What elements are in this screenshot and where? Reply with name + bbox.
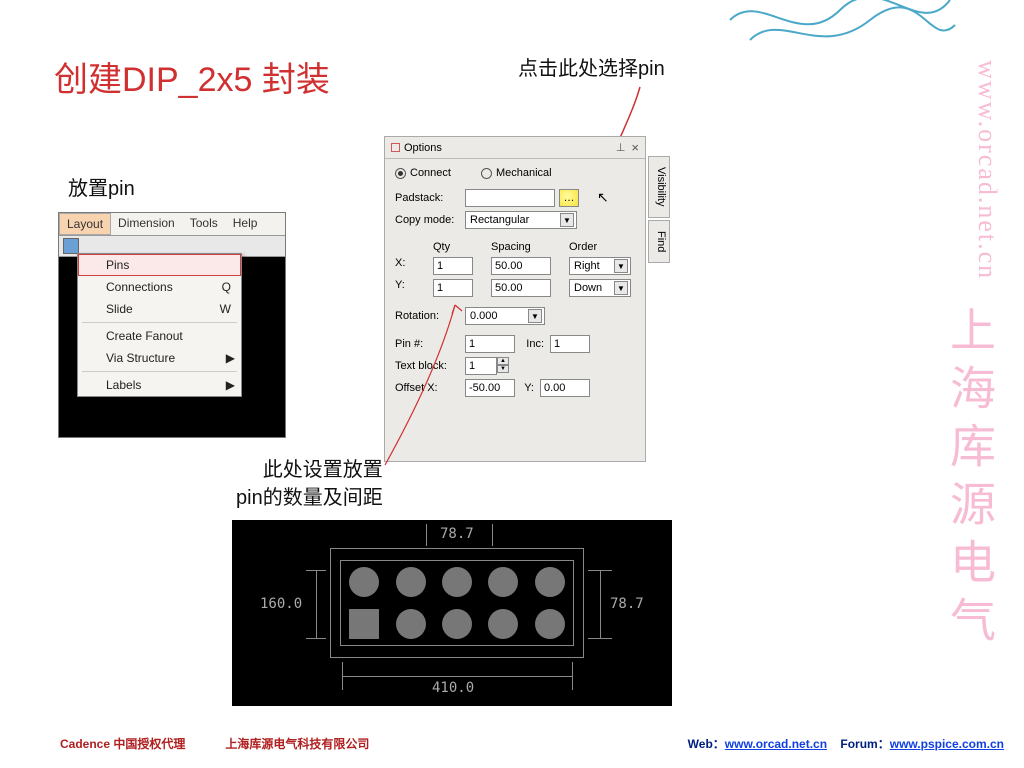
menu-help[interactable]: Help	[226, 213, 266, 235]
menu-dimension[interactable]: Dimension	[111, 213, 183, 235]
menu-item-create-fanout[interactable]: Create Fanout	[78, 325, 241, 347]
x-spacing-input[interactable]	[491, 257, 551, 275]
footer-company: 上海库源电气科技有限公司	[225, 735, 369, 752]
tab-find[interactable]: Find	[648, 220, 670, 263]
menu-item-labels[interactable]: Labels▶	[78, 374, 241, 396]
y-order-dropdown[interactable]: Down▼	[569, 279, 631, 297]
menu-tools[interactable]: Tools	[183, 213, 226, 235]
x-label: X:	[395, 257, 425, 275]
menu-item-pins[interactable]: Pins	[78, 254, 241, 276]
radio-mechanical[interactable]: Mechanical	[481, 167, 552, 179]
dim-right: 78.7	[610, 596, 644, 612]
layout-menu-screenshot: Layout Dimension Tools Help Pins Connect…	[58, 212, 286, 438]
menu-item-connections[interactable]: ConnectionsQ	[78, 276, 241, 298]
qty-header: Qty	[433, 241, 483, 253]
menu-separator	[82, 371, 237, 372]
footer-web-label: Web：	[688, 737, 725, 751]
copymode-label: Copy mode:	[395, 214, 465, 226]
dim-top: 78.7	[440, 526, 474, 542]
watermark-company: 上海库源电气	[936, 306, 1002, 654]
inc-label: Inc:	[515, 338, 550, 350]
pad	[535, 567, 565, 597]
pin-icon[interactable]: ⊥	[616, 141, 626, 154]
pad	[442, 567, 472, 597]
toolbar-icon[interactable]	[63, 238, 79, 254]
pad	[488, 567, 518, 597]
pad	[396, 567, 426, 597]
menu-bar: Layout Dimension Tools Help	[59, 213, 285, 235]
inc-input[interactable]	[550, 335, 590, 353]
callout-qty-spacing: 此处设置放置 pin的数量及间距	[236, 456, 383, 512]
footer-forum-label: Forum：	[840, 737, 889, 751]
copymode-dropdown[interactable]: Rectangular▼	[465, 211, 577, 229]
footer-forum-link[interactable]: www.pspice.com.cn	[890, 737, 1004, 751]
y-label: Y:	[395, 279, 425, 297]
callout-select-pin: 点击此处选择pin	[518, 52, 665, 81]
spacing-header: Spacing	[491, 241, 561, 253]
dim-left: 160.0	[260, 596, 302, 612]
page-title: 创建DIP_2x5 封装	[54, 52, 330, 101]
pcb-preview: 78.7 160.0 78.7 410.0	[232, 520, 672, 706]
padstack-browse-button[interactable]: …	[559, 189, 579, 207]
padstack-input[interactable]	[465, 189, 555, 207]
y-qty-input[interactable]	[433, 279, 473, 297]
options-title: Options	[404, 142, 616, 154]
decorative-swirl	[720, 0, 960, 70]
pad	[535, 609, 565, 639]
menu-layout[interactable]: Layout	[59, 213, 111, 235]
y-spacing-input[interactable]	[491, 279, 551, 297]
x-order-dropdown[interactable]: Right▼	[569, 257, 631, 275]
pad-grid	[340, 560, 574, 646]
tab-visibility[interactable]: Visibility	[648, 156, 670, 218]
menu-item-slide[interactable]: SlideW	[78, 298, 241, 320]
watermark-url: www.orcad.net.cn	[936, 60, 1002, 280]
subtitle-place-pin: 放置pin	[68, 172, 135, 201]
pad-pin1	[349, 609, 379, 639]
footer: Cadence 中国授权代理 上海库源电气科技有限公司 Web：www.orca…	[60, 735, 1004, 752]
offsety-input[interactable]	[540, 379, 590, 397]
padstack-label: Padstack:	[395, 192, 465, 204]
callout-arrow-2	[380, 300, 480, 470]
pad	[442, 609, 472, 639]
footer-agent: Cadence 中国授权代理	[60, 735, 185, 752]
menu-item-via-structure[interactable]: Via Structure▶	[78, 347, 241, 369]
watermark: www.orcad.net.cn 上海库源电气	[936, 60, 1002, 654]
x-qty-input[interactable]	[433, 257, 473, 275]
pad	[396, 609, 426, 639]
radio-connect[interactable]: Connect	[395, 167, 451, 179]
offsety-label: Y:	[515, 382, 540, 394]
order-header: Order	[569, 241, 641, 253]
pad	[349, 567, 379, 597]
menu-separator	[82, 322, 237, 323]
dim-bottom: 410.0	[432, 680, 474, 696]
pad	[488, 609, 518, 639]
close-icon[interactable]: ×	[631, 140, 639, 155]
footer-web-link[interactable]: www.orcad.net.cn	[725, 737, 827, 751]
options-icon	[391, 143, 400, 152]
layout-dropdown: Pins ConnectionsQ SlideW Create Fanout V…	[77, 253, 242, 397]
